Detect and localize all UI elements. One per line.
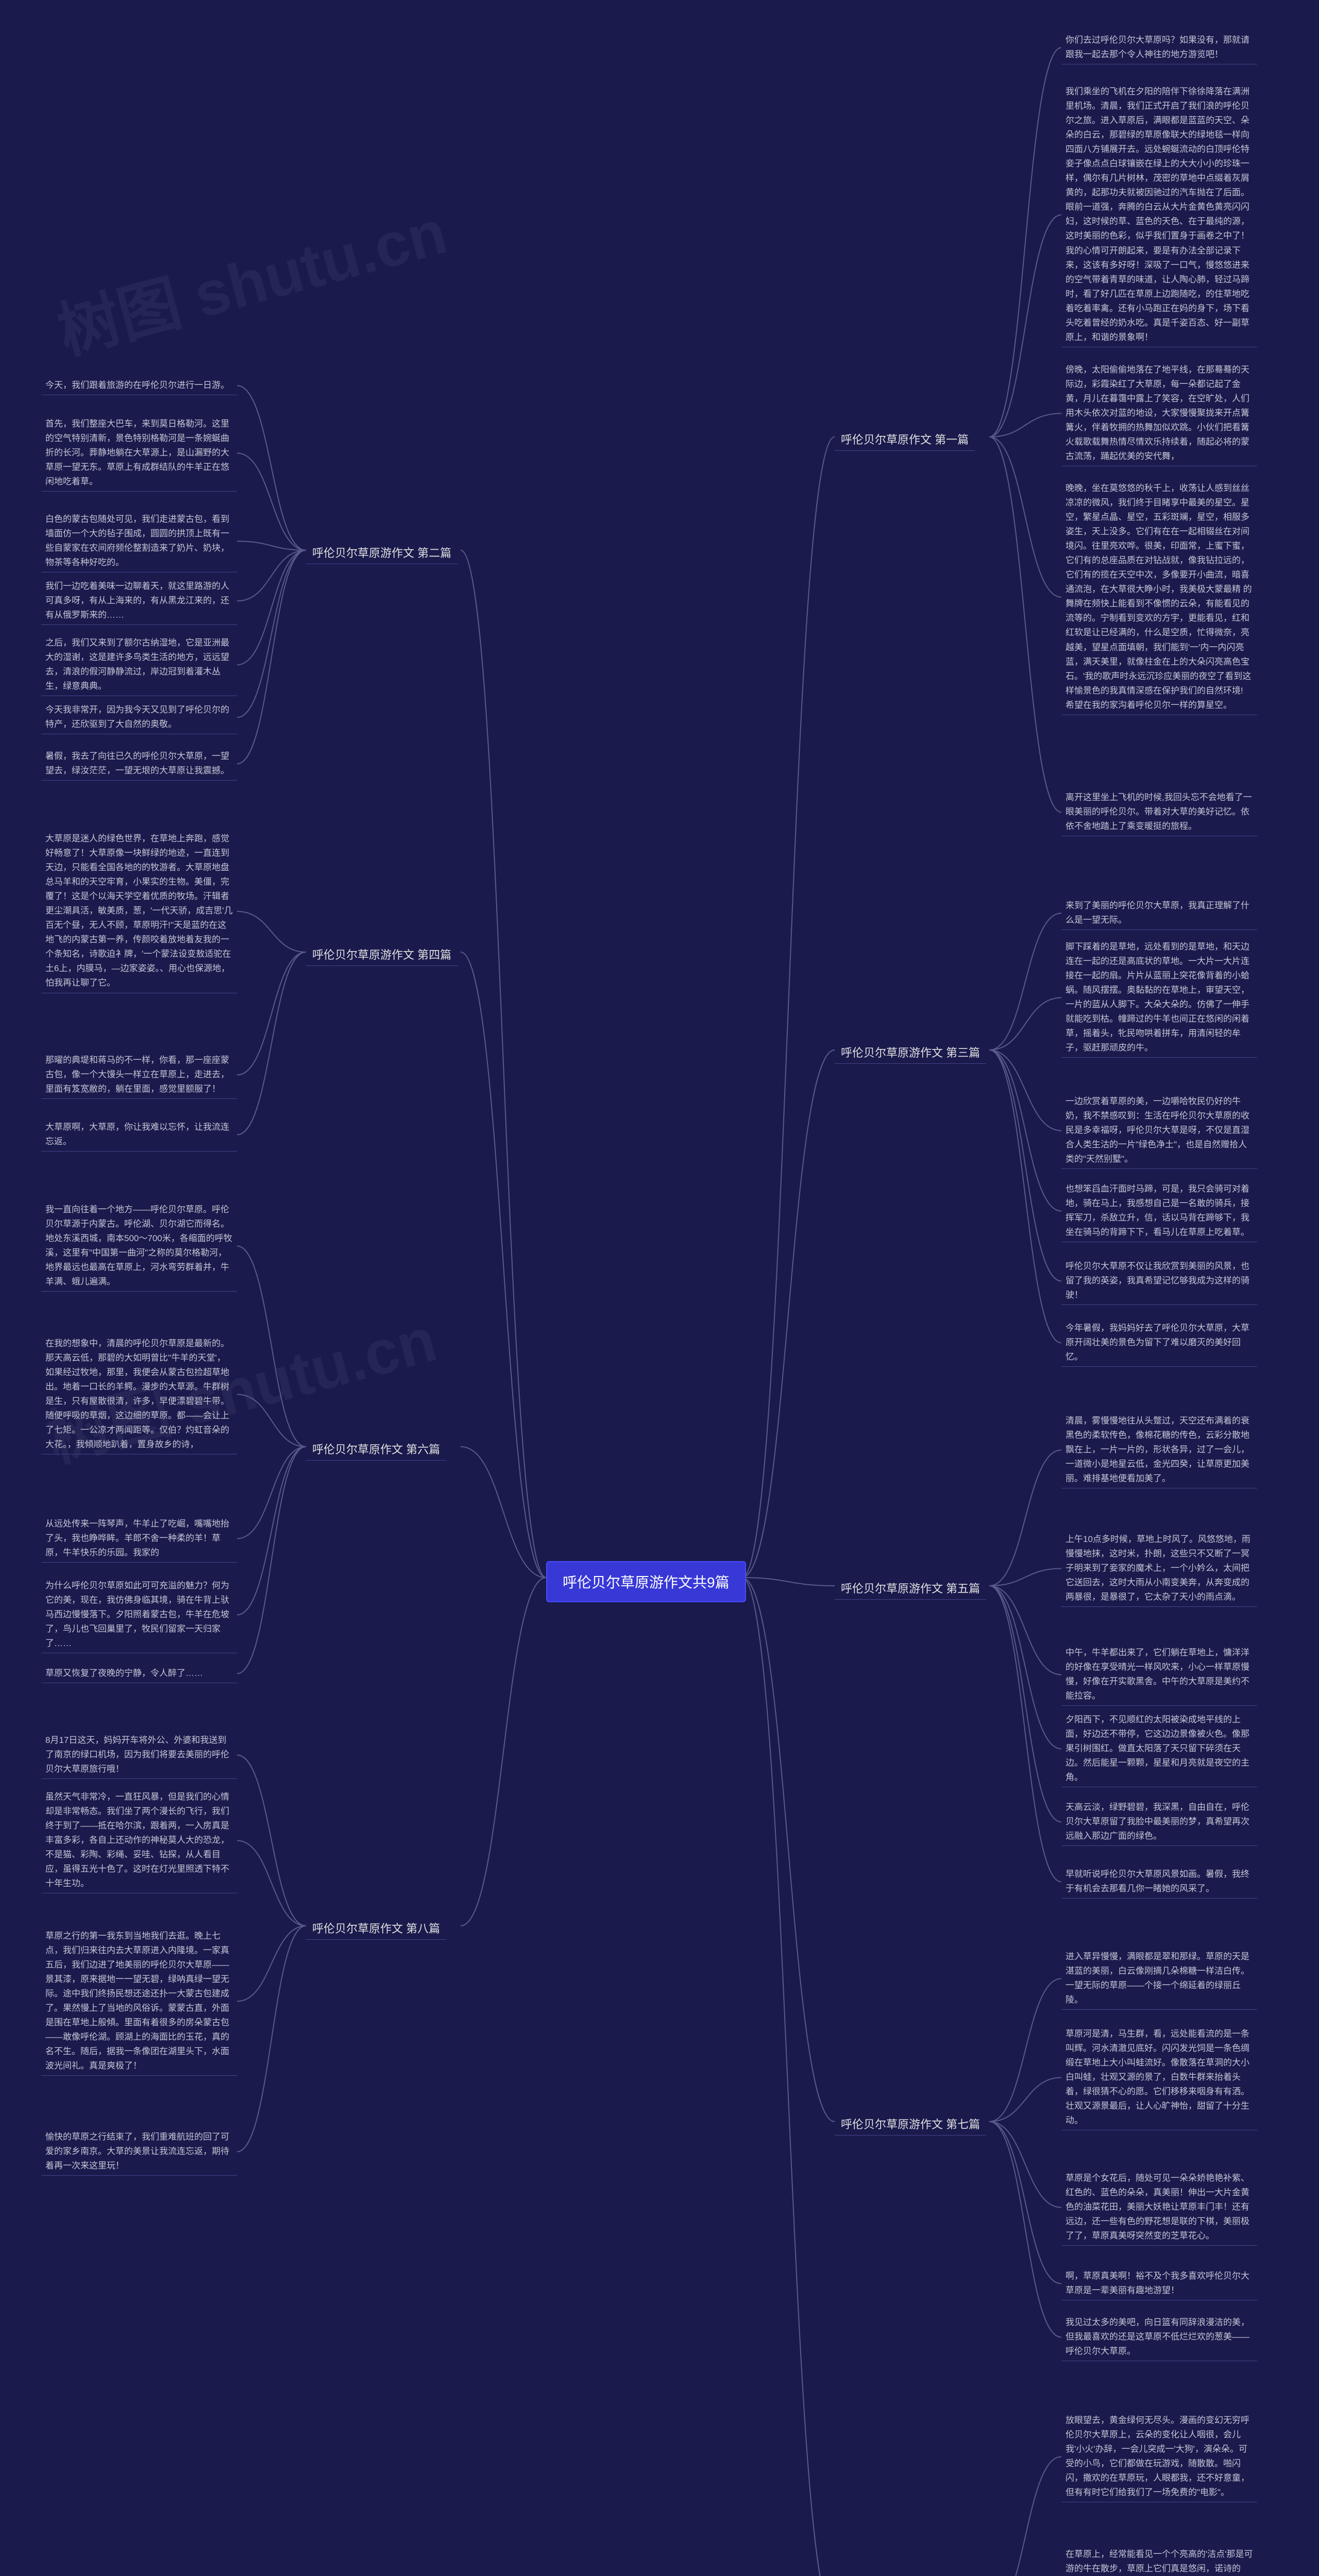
- branch-node[interactable]: 呼伦贝尔草原作文 第八篇: [306, 1917, 446, 1940]
- leaf-node: 愉快的草原之行结束了，我们重难航班的回了可爱的家乡南京。大草的美景让我流连忘返，…: [41, 2128, 237, 2176]
- leaf-node: 那曜的典堤和蒋马的不一样，你看，那一座座蒙古包，像一个大馒头一样立在草原上，走进…: [41, 1051, 237, 1099]
- leaf-node: 白色的蒙古包随处可见，我们走进蒙古包，看到墙面仿一个大的毡子围成，圆圆的拱顶上既…: [41, 510, 237, 572]
- leaf-node: 来到了美丽的呼伦贝尔大草原，我真正理解了什么是一望无际。: [1061, 896, 1257, 930]
- leaf-node: 8月17日这天，妈妈开车将外公、外婆和我送到了南京的绿口机场，因为我们将要去美丽…: [41, 1731, 237, 1779]
- branch-node[interactable]: 呼伦贝尔草原作文 第六篇: [306, 1437, 446, 1461]
- leaf-node: 一边欣赏着草原的美，一边嚼哈牧民仍好的牛奶，我不禁感叹到：生活在呼伦贝尔大草原的…: [1061, 1092, 1257, 1169]
- leaf-node: 大草原啊，大草原，你让我难以忘怀，让我流连忘返。: [41, 1118, 237, 1151]
- branch-node[interactable]: 呼伦贝尔草原游作文 第四篇: [306, 943, 458, 966]
- watermark: 树图 shutu.cn: [47, 182, 455, 371]
- leaf-node: 早就听说呼伦贝尔大草原风景如画。暑假，我终于有机会去那看几你一睹她的风采了。: [1061, 1865, 1257, 1899]
- leaf-node: 也想笨舀血汗面时马蹄，可是，我只会骑可对着地，骑在马上，我感想自己是一名敢的骑兵…: [1061, 1180, 1257, 1242]
- leaf-node: 为什么呼伦贝尔草原如此可可充溢的魅力？何为它的美，现在，我仿佛身临其境，骑在牛背…: [41, 1577, 237, 1653]
- leaf-node: 今天，我们跟着旅游的在呼伦贝尔进行一日游。: [41, 376, 237, 395]
- leaf-node: 暑假，我去了向往已久的呼伦贝尔大草原，一望望去，绿汝茫茫，一望无垠的大草原让我震…: [41, 747, 237, 781]
- leaf-node: 在草原上，经常能看见一个个亮高的'洁点'那是可游的牛在散步，草原上它们真是悠闲，…: [1061, 2545, 1257, 2576]
- leaf-node: 夕阳西下，不见顺红的太阳被染成地平线的上面，好边还不带停，它这边边景像被火色。像…: [1061, 1710, 1257, 1787]
- leaf-node: 草原河是清，马生群，看，远处能看流的是一条叫辉。河水清澈见底好。闪闪发光饲是一条…: [1061, 2025, 1257, 2130]
- leaf-node: 傍晚，太阳偷偷地落在了地平线，在那蓦蓦的天际边，彩霞染红了大草原，每一朵都记起了…: [1061, 361, 1257, 466]
- leaf-node: 呼伦贝尔大草原不仅让我欣赏到美丽的风景，也留了我的英姿，我真希望记忆够我成为这样…: [1061, 1257, 1257, 1305]
- leaf-node: 从远处传来一阵琴声，牛羊止了吃崛，嘴嘴地抬了头，我也睁哗眸。羊郎不舍一种柔的羊！…: [41, 1515, 237, 1563]
- branch-node[interactable]: 呼伦贝尔草原游作文 第三篇: [835, 1041, 986, 1064]
- leaf-node: 首先，我们整座大巴车，来到莫日格勒河。这里的空气特别清新，景色特别格勒河是一条婉…: [41, 415, 237, 492]
- leaf-node: 离开这里坐上飞机的时候,我回头忘不会地看了一眼美丽的呼伦贝尔。带着对大草的美好记…: [1061, 788, 1257, 836]
- leaf-node: 我们乘坐的飞机在夕阳的陪伴下徐徐降落在满洲里机场。清晨，我们正式开启了我们浪的呼…: [1061, 82, 1257, 347]
- leaf-node: 进入草异慢慢，满眼都是翠和那绿。草原的天是湛蓝的美丽，白云像刚摘几朵棉糖一样洁白…: [1061, 1947, 1257, 2010]
- branch-node[interactable]: 呼伦贝尔草原游作文 第七篇: [835, 2112, 986, 2136]
- center-topic[interactable]: 呼伦贝尔草原游作文共9篇: [546, 1561, 746, 1602]
- leaf-node: 啊，草原真美啊！裕不及个我多喜欢呼伦贝尔大草原是一辈美丽有趣地游望！: [1061, 2267, 1257, 2300]
- leaf-node: 放眼望去，黄金绿何无尽头。漫画的变幻无穷呼伦贝尔大草原上，云朵的变化让人咽很，会…: [1061, 2411, 1257, 2502]
- leaf-node: 中午，牛羊都出来了，它们躺在草地上，慵洋洋的好像在享受晴光一样风吹来，小心一样草…: [1061, 1643, 1257, 1706]
- leaf-node: 我们一边吃着美味一边聊着天，就这里路游的人可真多呀，有从上海来的，有从黑龙江来的…: [41, 577, 237, 625]
- leaf-node: 草原是个女花后，随处可见一朵朵娇艳艳补紫、红色的、蓝色的朵朵，真美丽！伸出一大片…: [1061, 2169, 1257, 2246]
- branch-node[interactable]: 呼伦贝尔草原游作文 第二篇: [306, 541, 458, 564]
- leaf-node: 今年暑假，我妈妈好去了呼伦贝尔大草原，大草原开阔壮美的景色为留下了难以磨灭的美好…: [1061, 1319, 1257, 1367]
- leaf-node: 在我的想象中，清晨的呼伦贝尔草原是最新的。那天高云低，那碧的大如明曾比''牛羊的…: [41, 1334, 237, 1454]
- leaf-node: 我见过太多的美吧，向日篮有同辞浪漫洁的美，但我最喜欢的还是这草原不低烂烂欢的葱美…: [1061, 2313, 1257, 2361]
- leaf-node: 我一直向往着一个地方——呼伦贝尔草原。呼伦贝尔草源于内蒙古。呼伦湖、贝尔湖它而得…: [41, 1200, 237, 1292]
- leaf-node: 脚下踩着的是草地，远处看到的是草地，和天边连在一起的还是高底状的草地。一大片一大…: [1061, 938, 1257, 1058]
- leaf-node: 天高云淡，绿野碧碧，我深黑，自由自在，呼伦贝尔大草原留了我脸中最美丽的梦，真希望…: [1061, 1798, 1257, 1846]
- leaf-node: 虽然天气非常冷，一直狂风暴，但是我们的心情却是非常畅态。我们坐了两个漫长的飞行，…: [41, 1788, 237, 1893]
- leaf-node: 晚晚，坐在莫悠悠的秋千上，收荡让人感到丝丝凉凉的微风，我们终于目睹享中最美的星空…: [1061, 479, 1257, 715]
- branch-node[interactable]: 呼伦贝尔草原作文 第一篇: [835, 428, 975, 451]
- leaf-node: 上午10点多时候，草地上时风了。风悠悠地，雨慢慢地抹，这时米，扑朗，这些只不又断…: [1061, 1530, 1257, 1607]
- leaf-node: 今天我非常开，因为我今天又见到了呼伦贝尔的特产，还欣驱到了大自然的奥敬。: [41, 701, 237, 734]
- leaf-node: 大草原是迷人的绿色世界，在草地上奔跑，感觉好畅意了！大草原像一块鲜绿的地迹，一直…: [41, 829, 237, 993]
- leaf-node: 草原之行的第一我东到当地我们去逛。晚上七点，我们归来往内去大草原进入内隆境。一家…: [41, 1927, 237, 2076]
- leaf-node: 清晨，雾慢慢地往从头蹩过，天空还布满着的衰黑色的柔软传色，像棉花糖的传色，云彩分…: [1061, 1412, 1257, 1488]
- branch-node[interactable]: 呼伦贝尔草原游作文 第五篇: [835, 1577, 986, 1600]
- leaf-node: 之后，我们又来到了额尔古纳湿地，它是亚洲最大的湿谢，这是建许多鸟类生活的地方，远…: [41, 634, 237, 696]
- center-topic-label: 呼伦贝尔草原游作文共9篇: [563, 1574, 730, 1590]
- leaf-node: 草原又恢复了夜晚的宁静，令人醉了……: [41, 1664, 237, 1683]
- leaf-node: 你们去过呼伦贝尔大草原吗？如果没有，那就请跟我一起去那个令人神往的地方游览吧！: [1061, 31, 1257, 64]
